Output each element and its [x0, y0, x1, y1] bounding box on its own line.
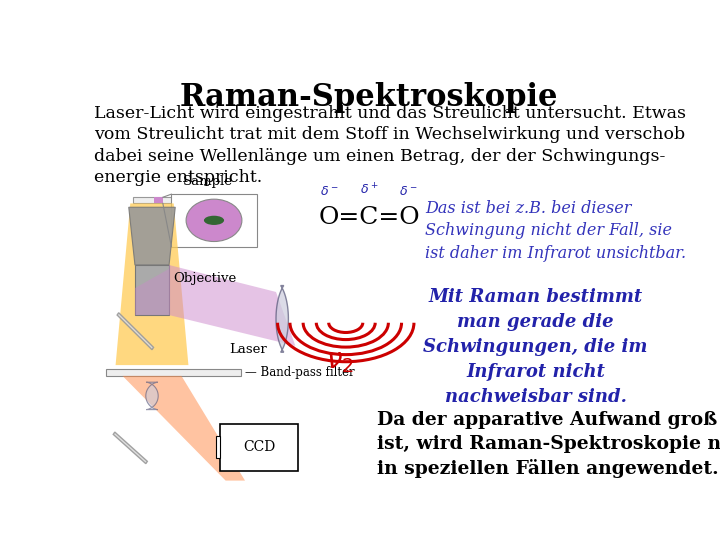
Text: Raman-Spektroskopie: Raman-Spektroskopie — [180, 82, 558, 113]
Text: — Band-pass filter: — Band-pass filter — [245, 366, 355, 379]
Text: Da der apparative Aufwand groß
ist, wird Raman-Spektroskopie nur
in speziellen F: Da der apparative Aufwand groß ist, wird… — [377, 411, 720, 478]
Polygon shape — [116, 204, 189, 365]
Bar — [132, 197, 183, 204]
Bar — [220, 423, 297, 471]
Text: CCD: CCD — [243, 441, 275, 455]
Polygon shape — [169, 265, 295, 346]
Bar — [171, 194, 256, 247]
Text: $\delta^+$: $\delta^+$ — [360, 183, 378, 198]
Text: O=C=O: O=C=O — [318, 206, 420, 229]
Text: Objective: Objective — [174, 272, 237, 285]
Text: $\delta^-$: $\delta^-$ — [399, 185, 418, 198]
Text: Sample: Sample — [183, 175, 233, 188]
Polygon shape — [135, 269, 169, 315]
Bar — [135, 265, 169, 315]
Bar — [106, 369, 241, 376]
Polygon shape — [117, 313, 153, 350]
Bar — [216, 436, 220, 457]
Polygon shape — [146, 382, 158, 410]
Polygon shape — [113, 432, 148, 464]
Polygon shape — [122, 376, 245, 481]
Text: Laser: Laser — [229, 343, 266, 356]
Text: $\delta^-$: $\delta^-$ — [320, 185, 339, 198]
Polygon shape — [129, 207, 175, 265]
Text: Laser-Licht wird eingestrahlt und das Streulicht untersucht. Etwas
vom Streulich: Laser-Licht wird eingestrahlt und das St… — [94, 105, 686, 186]
Ellipse shape — [204, 215, 224, 225]
Text: Mit Raman bestimmt
man gerade die
Schwingungen, die im
Infrarot nicht
nachweisba: Mit Raman bestimmt man gerade die Schwin… — [423, 288, 648, 406]
Text: $\nu_2$: $\nu_2$ — [325, 348, 354, 375]
Text: Das ist bei z.B. bei dieser
Schwingung nicht der Fall, sie
ist daher im Infrarot: Das ist bei z.B. bei dieser Schwingung n… — [425, 200, 686, 262]
Ellipse shape — [186, 199, 242, 241]
Bar — [153, 197, 163, 204]
Polygon shape — [276, 286, 289, 352]
